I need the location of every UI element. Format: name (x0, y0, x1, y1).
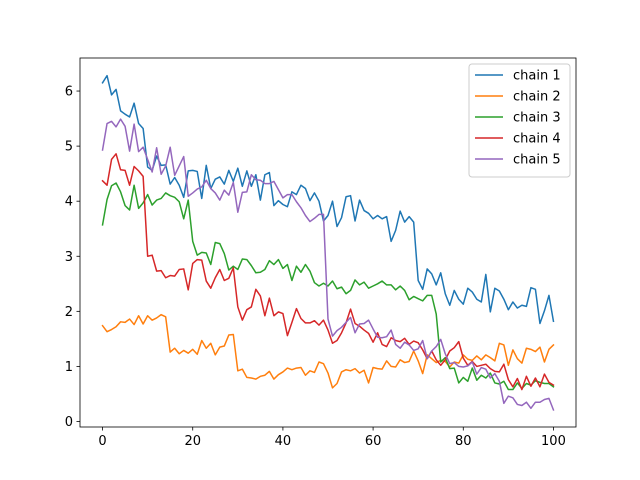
x-tick-label: 40 (275, 434, 292, 449)
legend-label-chain-5: chain 5 (513, 153, 561, 168)
x-tick-label: 0 (98, 434, 106, 449)
y-tick-label: 1 (65, 360, 73, 375)
legend: chain 1 chain 2 chain 3 chain 4 chain 5 (468, 63, 571, 178)
series-line-chain-1 (101, 74, 555, 325)
series-line-chain-5 (101, 118, 555, 411)
y-tick-label: 0 (65, 415, 73, 430)
y-tick-label: 2 (65, 305, 73, 320)
y-tick-label: 4 (65, 195, 73, 210)
series-line-chain-4 (101, 153, 555, 391)
plot-frame (79, 57, 577, 428)
x-tick-label: 80 (455, 434, 472, 449)
legend-label-chain-2: chain 2 (513, 90, 561, 105)
legend-box (468, 63, 571, 178)
series-line-chain-2 (101, 313, 555, 389)
y-tick-label: 5 (65, 140, 73, 155)
axes-layer: 0 20 40 60 80 100 0 1 2 3 4 5 6 (65, 57, 577, 449)
y-tick-label: 6 (65, 85, 73, 100)
y-tick-label: 3 (65, 250, 73, 265)
legend-label-chain-4: chain 4 (513, 132, 561, 147)
series-line-chain-3 (101, 182, 555, 391)
series-layer (101, 74, 555, 411)
legend-label-chain-1: chain 1 (513, 69, 561, 84)
x-tick-label: 100 (541, 434, 566, 449)
x-tick-label: 60 (365, 434, 382, 449)
legend-label-chain-3: chain 3 (513, 111, 561, 126)
x-tick-label: 20 (184, 434, 201, 449)
